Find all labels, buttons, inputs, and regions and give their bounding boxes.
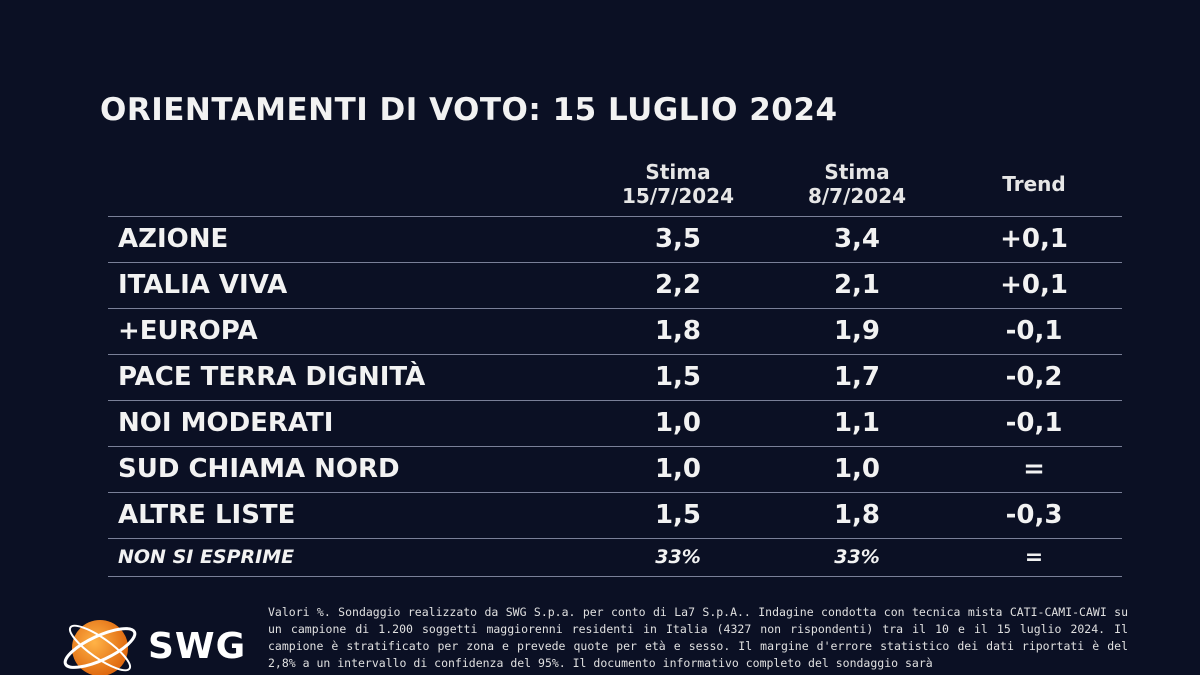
stima-8-value: 3,4: [833, 224, 881, 254]
party-name: PACE TERRA DIGNITÀ: [118, 362, 426, 392]
results-table: AZIONE 3,5 3,4 +0,1 ITALIA VIVA 2,2 2,1 …: [108, 216, 1122, 577]
table-row: SUD CHIAMA NORD 1,0 1,0 =: [108, 447, 1122, 493]
party-name: NON SI ESPRIME: [118, 546, 295, 568]
page-title: ORIENTAMENTI DI VOTO: 15 LUGLIO 2024: [100, 92, 838, 128]
stima-15-value: 33%: [655, 546, 701, 568]
column-header-stima-8: Stima 8/7/2024: [767, 160, 947, 208]
party-name: ITALIA VIVA: [118, 270, 288, 300]
table-row: ITALIA VIVA 2,2 2,1 +0,1: [108, 263, 1122, 309]
stima-15-value: 1,0: [654, 408, 702, 438]
trend-value: -0,2: [1005, 362, 1063, 392]
swg-globe-icon: [63, 620, 137, 675]
table-row: PACE TERRA DIGNITÀ 1,5 1,7 -0,2: [108, 355, 1122, 401]
column-header-line1: Stima: [645, 160, 711, 184]
stima-15-value: 1,5: [654, 362, 702, 392]
stima-15-value: 1,8: [654, 316, 702, 346]
stima-8-value: 1,8: [833, 500, 881, 530]
trend-value: -0,1: [1005, 316, 1063, 346]
party-name: AZIONE: [118, 224, 229, 254]
trend-value: =: [1023, 454, 1045, 484]
party-name: +EUROPA: [118, 316, 258, 346]
stima-15-value: 1,0: [654, 454, 702, 484]
swg-logo: SWG: [148, 626, 247, 667]
table-row: AZIONE 3,5 3,4 +0,1: [108, 217, 1122, 263]
column-header-line2: 15/7/2024: [621, 184, 735, 208]
table-row: +EUROPA 1,8 1,9 -0,1: [108, 309, 1122, 355]
party-name: SUD CHIAMA NORD: [118, 454, 400, 484]
table-row: ALTRE LISTE 1,5 1,8 -0,3: [108, 493, 1122, 539]
stima-15-value: 3,5: [654, 224, 702, 254]
column-header-line1: Trend: [1002, 172, 1066, 196]
column-header-line1: Stima: [824, 160, 890, 184]
trend-value: -0,1: [1005, 408, 1063, 438]
stima-8-value: 1,1: [833, 408, 881, 438]
table-row: NOI MODERATI 1,0 1,1 -0,1: [108, 401, 1122, 447]
trend-value: =: [1024, 545, 1044, 570]
stima-8-value: 33%: [834, 546, 880, 568]
methodology-note: Valori %. Sondaggio realizzato da SWG S.…: [268, 605, 1128, 670]
stima-8-value: 1,9: [833, 316, 881, 346]
column-header-stima-15: Stima 15/7/2024: [588, 160, 768, 208]
table-row: NON SI ESPRIME 33% 33% =: [108, 539, 1122, 577]
column-header-line2: 8/7/2024: [807, 184, 907, 208]
party-name: NOI MODERATI: [118, 408, 334, 438]
column-header-trend: Trend: [944, 172, 1124, 196]
stima-15-value: 2,2: [654, 270, 702, 300]
stima-8-value: 1,7: [833, 362, 881, 392]
party-name: ALTRE LISTE: [118, 500, 296, 530]
stima-15-value: 1,5: [654, 500, 702, 530]
trend-value: +0,1: [1000, 270, 1068, 300]
stima-8-value: 2,1: [833, 270, 881, 300]
stima-8-value: 1,0: [833, 454, 881, 484]
trend-value: -0,3: [1005, 500, 1063, 530]
trend-value: +0,1: [1000, 224, 1068, 254]
